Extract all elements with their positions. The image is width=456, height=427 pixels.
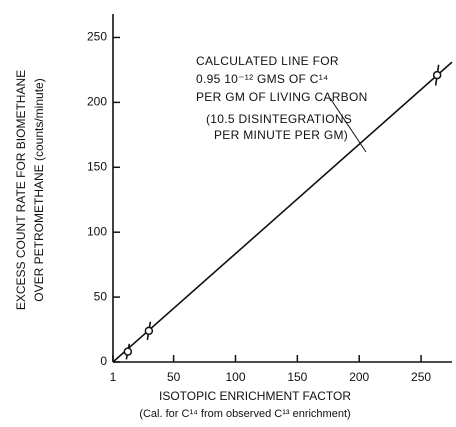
annotation: PER MINUTE PER GM) xyxy=(214,128,348,142)
y-tick-label: 250 xyxy=(87,30,107,44)
x-tick-label: 200 xyxy=(349,370,369,384)
x-axis-label: (Cal. for C¹⁴ from observed C¹³ enrichme… xyxy=(139,408,350,420)
x-tick-label: 100 xyxy=(225,370,245,384)
annotation: 0.95 10⁻¹² GMS OF C¹⁴ xyxy=(196,72,328,86)
y-tick-label: 100 xyxy=(87,224,107,238)
data-point xyxy=(144,326,154,336)
y-tick-label: 150 xyxy=(87,159,107,173)
x-axis-label: ISOTOPIC ENRICHMENT FACTOR xyxy=(159,389,351,403)
data-point xyxy=(432,70,442,80)
annotation: CALCULATED LINE FOR xyxy=(196,54,339,68)
x-tick-label: 1 xyxy=(110,370,117,384)
y-axis-label: EXCESS COUNT RATE FOR BIOMETHANE xyxy=(14,70,28,310)
y-tick-label: 200 xyxy=(87,95,107,109)
annotation: PER GM OF LIVING CARBON xyxy=(196,90,368,104)
y-tick-label: 0 xyxy=(100,354,107,368)
y-axis-label: OVER PETROMETHANE (counts/minute) xyxy=(32,78,46,301)
x-tick-label: 250 xyxy=(411,370,431,384)
x-tick-label: 50 xyxy=(167,370,181,384)
data-point xyxy=(123,347,133,356)
calculated-line xyxy=(112,61,453,363)
x-tick-label: 150 xyxy=(287,370,307,384)
annotation: (10.5 DISINTEGRATIONS xyxy=(206,112,352,126)
y-tick-label: 50 xyxy=(94,289,108,303)
